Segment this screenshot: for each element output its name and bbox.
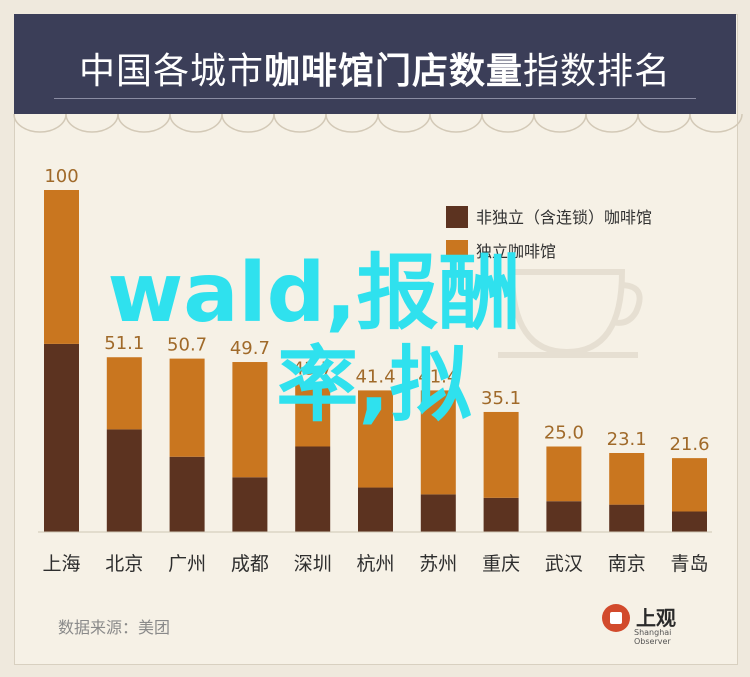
scallop-arc [429,113,483,133]
title-bold: 咖啡馆门店数量 [263,51,523,92]
legend-swatch-chain [446,206,468,228]
x-tick-label: 杭州 [356,553,394,575]
scallop-arc [325,113,379,133]
scallop-arc [221,113,275,133]
scallop-arc [637,113,691,133]
bar-chain-2 [169,456,205,532]
x-tick-label: 成都 [231,553,269,575]
title-tail: 指数排名 [523,51,672,92]
bar-independent-4 [295,382,331,447]
bar-total-label: 21.6 [669,434,709,455]
scallop-border [13,113,743,133]
bar-independent-5 [358,390,393,488]
bar-independent-8 [546,446,582,502]
bar-independent-2 [169,358,205,457]
bar-total-label: 49.7 [230,338,270,359]
bar-chain-1 [106,429,142,532]
scallop-arc [585,113,639,133]
x-tick-label: 广州 [168,553,206,575]
scallop-arc [117,113,171,133]
header-divider [54,98,696,99]
legend-label-chain: 非独立（含连锁）咖啡馆 [476,208,652,227]
bar-total-label: 100 [44,166,78,187]
bar-independent-1 [106,357,142,430]
bar-total-label: 50.7 [167,335,207,356]
bar-chain-5 [358,487,393,532]
scallop-arc [273,113,327,133]
bar-chain-9 [609,504,645,532]
logo-mark-icon [602,604,630,632]
bar-total-label: 41.4 [418,366,458,387]
logo-name: 上观 [636,606,676,630]
scallop-arc [169,113,223,133]
x-tick-label: 青岛 [670,553,708,575]
scallop-arc [481,113,535,133]
x-tick-label: 北京 [105,553,143,575]
x-tick-label: 苏州 [419,553,457,575]
x-tick-label: 重庆 [482,553,520,575]
title-plain: 中国各城市 [78,51,264,92]
bar-chain-4 [295,446,331,532]
bar-independent-0 [44,190,79,344]
legend-swatch-independent [446,240,468,262]
legend: 非独立（含连锁）咖啡馆 独立咖啡馆 [446,206,652,262]
bar-independent-7 [483,411,519,498]
legend-label-independent: 独立咖啡馆 [476,242,556,261]
chart-header: 中国各城市咖啡馆门店数量指数排名 [14,14,736,114]
x-tick-label: 上海 [42,553,80,575]
bar-total-label: 51.1 [104,333,144,354]
chart-card [14,14,738,665]
data-source: 数据来源：美团 [58,618,171,637]
scallop-arc [689,113,743,133]
scallop-arc [533,113,587,133]
bar-independent-10 [672,458,707,512]
chart-title: 中国各城市咖啡馆门店数量指数排名 [14,42,736,94]
x-tick-label: 南京 [608,553,646,575]
scallop-arc [13,113,67,133]
bar-total-label: 23.1 [607,429,647,450]
bar-total-label: 43.7 [293,359,333,380]
x-tick-label: 武汉 [545,553,583,575]
scallop-arc [377,113,431,133]
bar-chain-8 [546,501,582,532]
bar-chain-10 [672,511,707,532]
scallop-arc [65,113,119,133]
logo: 上观 Shanghai Observer [602,602,702,646]
bar-total-label: 41.4 [355,366,395,387]
logo-subtitle: Shanghai Observer [634,628,672,646]
bar-chain-6 [420,494,456,532]
coffee-cup-icon [498,269,643,358]
bars: 100 上海 51.1 北京 50.7 广州 49.7 成都 43.7 深圳 41.4 杭州 41.4 苏… [42,166,709,575]
bar-total-label: 25.0 [544,423,584,444]
bar-chain-0 [44,343,79,532]
bar-chain-3 [232,477,268,532]
bar-independent-6 [420,390,456,495]
bar-total-label: 35.1 [481,388,521,409]
bar-independent-9 [609,452,645,505]
x-tick-label: 深圳 [294,553,332,575]
bar-independent-3 [232,362,268,478]
bar-chain-7 [483,497,519,532]
